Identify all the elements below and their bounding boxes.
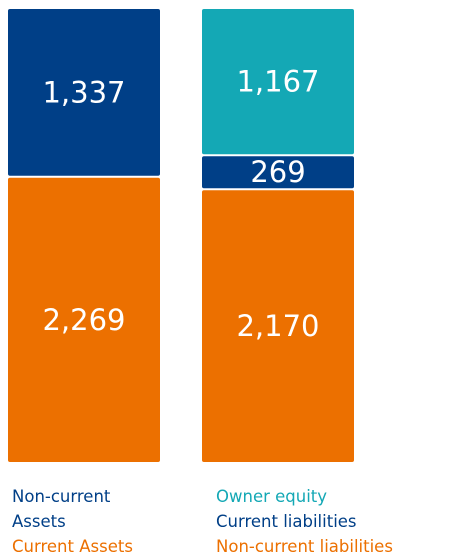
legend: Owner equity Current liabilities Non-curre… [216, 484, 446, 559]
bar-segment [8, 177, 160, 462]
bar-segment [202, 9, 354, 155]
bar-segment [202, 190, 354, 463]
legend-entry: Non-current liabilities [216, 537, 393, 556]
bar-segment [202, 156, 354, 189]
legend: Non-current Assets Current Assets [12, 484, 162, 559]
chart: 2,269 1,337 2,170 269 1,167 [8, 9, 354, 463]
legend-entry: Current liabilities [216, 512, 357, 531]
legend-entry: Current Assets [12, 537, 133, 556]
bar-segment [8, 9, 160, 176]
data-label: 1,337 [42, 75, 125, 109]
legend-entry: Owner equity [216, 487, 328, 506]
data-label: 2,170 [236, 309, 319, 343]
legend-entry: Non-current Assets [12, 487, 111, 531]
data-label: 1,167 [236, 65, 319, 99]
data-label: 2,269 [42, 303, 125, 337]
data-label: 269 [250, 155, 305, 189]
